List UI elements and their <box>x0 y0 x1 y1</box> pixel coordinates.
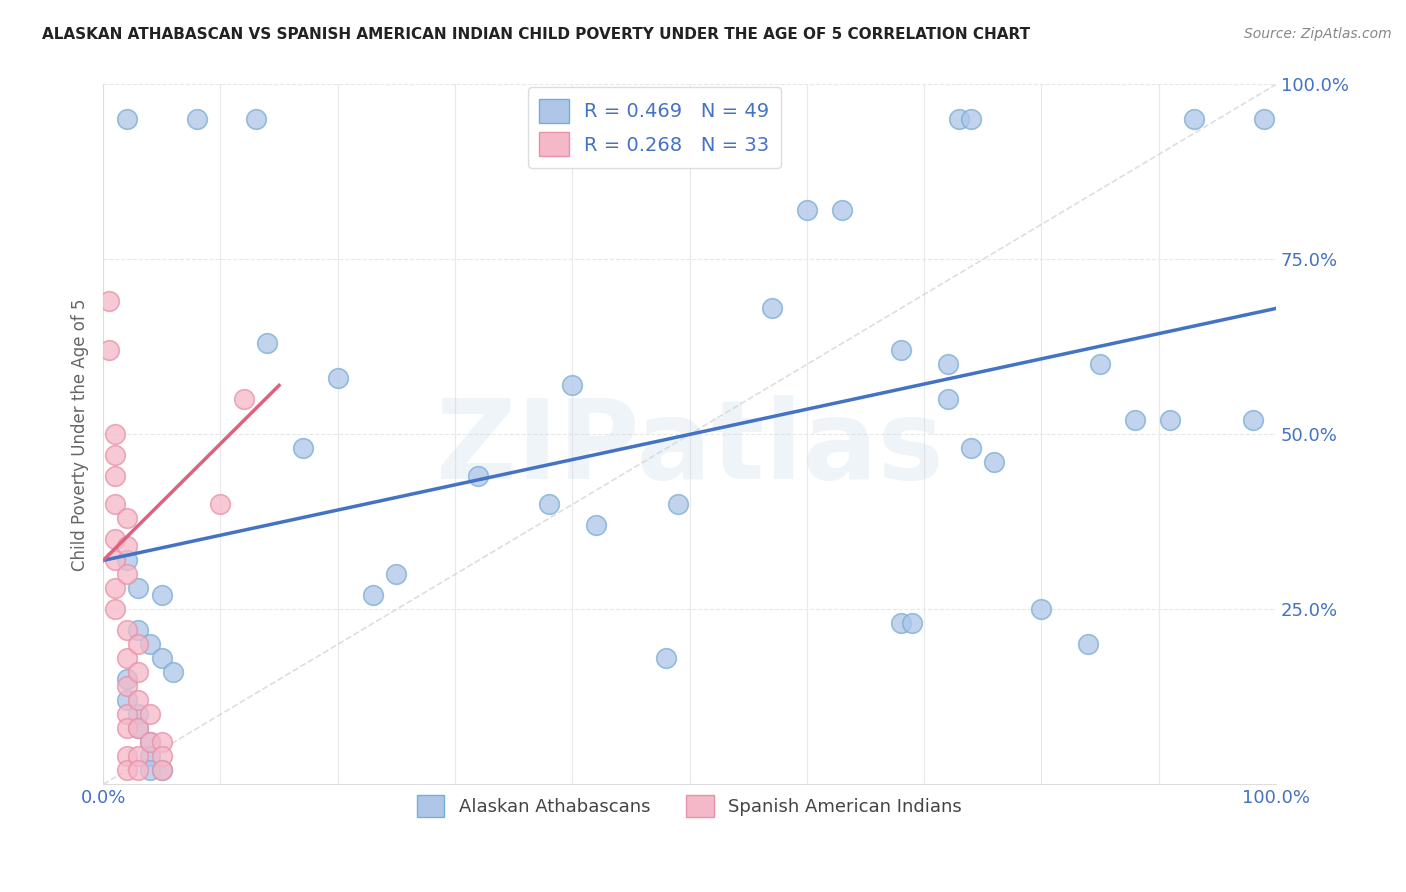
Point <box>139 735 162 749</box>
Point <box>150 749 173 764</box>
Point <box>1182 112 1205 127</box>
Point <box>104 498 127 512</box>
Point <box>1241 413 1264 427</box>
Point <box>104 602 127 616</box>
Point <box>104 582 127 596</box>
Point <box>948 112 970 127</box>
Point <box>1077 637 1099 651</box>
Point <box>127 764 149 778</box>
Point <box>890 616 912 631</box>
Point <box>585 518 607 533</box>
Point <box>104 427 127 442</box>
Text: ZIPatlas: ZIPatlas <box>436 395 943 502</box>
Point <box>139 749 162 764</box>
Point <box>761 301 783 316</box>
Point <box>98 294 121 309</box>
Point <box>115 567 138 582</box>
Point <box>150 651 173 665</box>
Point <box>1088 358 1111 372</box>
Point <box>291 442 314 456</box>
Point <box>115 673 138 687</box>
Point <box>983 455 1005 469</box>
Point <box>326 371 349 385</box>
Point <box>655 651 678 665</box>
Point <box>361 589 384 603</box>
Point <box>1253 112 1275 127</box>
Point <box>127 624 149 638</box>
Point <box>139 735 162 749</box>
Text: ALASKAN ATHABASCAN VS SPANISH AMERICAN INDIAN CHILD POVERTY UNDER THE AGE OF 5 C: ALASKAN ATHABASCAN VS SPANISH AMERICAN I… <box>42 27 1031 42</box>
Point <box>936 358 959 372</box>
Point <box>901 616 924 631</box>
Point <box>104 553 127 567</box>
Point <box>1123 413 1146 427</box>
Point <box>127 749 149 764</box>
Text: Source: ZipAtlas.com: Source: ZipAtlas.com <box>1244 27 1392 41</box>
Point <box>1031 602 1053 616</box>
Point <box>115 764 138 778</box>
Point <box>209 498 232 512</box>
Point <box>127 722 149 736</box>
Point <box>936 392 959 407</box>
Y-axis label: Child Poverty Under the Age of 5: Child Poverty Under the Age of 5 <box>72 298 89 571</box>
Point <box>104 469 127 483</box>
Point <box>127 582 149 596</box>
Point <box>960 112 983 127</box>
Point <box>666 498 689 512</box>
Point <box>127 665 149 680</box>
Point <box>115 707 138 722</box>
Point <box>127 693 149 707</box>
Point <box>256 336 278 351</box>
Point <box>796 203 818 218</box>
Point <box>960 442 983 456</box>
Point <box>467 469 489 483</box>
Point <box>115 112 138 127</box>
Point <box>186 112 208 127</box>
Point <box>385 567 408 582</box>
Point <box>115 651 138 665</box>
Point <box>115 624 138 638</box>
Point <box>139 707 162 722</box>
Point <box>115 511 138 525</box>
Point <box>150 764 173 778</box>
Point <box>1159 413 1181 427</box>
Point <box>537 498 560 512</box>
Point <box>115 540 138 554</box>
Point <box>98 343 121 358</box>
Point <box>890 343 912 358</box>
Point <box>245 112 267 127</box>
Point <box>115 722 138 736</box>
Point <box>150 589 173 603</box>
Point <box>831 203 853 218</box>
Point <box>232 392 254 407</box>
Point <box>115 680 138 694</box>
Point <box>150 764 173 778</box>
Point <box>115 749 138 764</box>
Point <box>561 378 583 392</box>
Point <box>139 764 162 778</box>
Point <box>162 665 184 680</box>
Point <box>139 637 162 651</box>
Point <box>127 637 149 651</box>
Point <box>115 553 138 567</box>
Point <box>150 735 173 749</box>
Point <box>104 533 127 547</box>
Legend: Alaskan Athabascans, Spanish American Indians: Alaskan Athabascans, Spanish American In… <box>411 788 969 824</box>
Point <box>104 449 127 463</box>
Point <box>127 707 149 722</box>
Point <box>115 693 138 707</box>
Point <box>127 722 149 736</box>
